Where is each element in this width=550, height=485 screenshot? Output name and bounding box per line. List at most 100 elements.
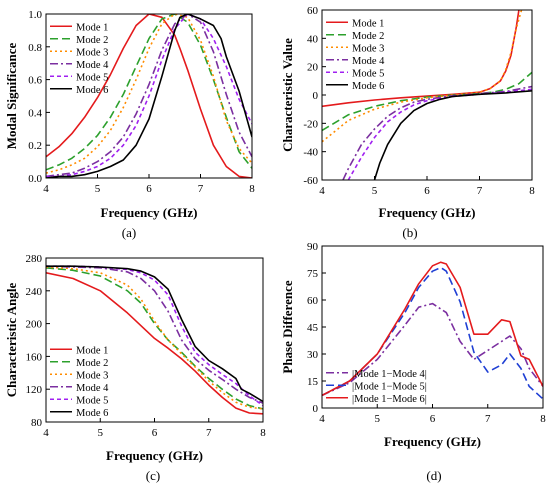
panel-label: (c) [146, 468, 160, 483]
x-tick-label: 6 [146, 183, 152, 195]
y-tick-label: 0 [313, 403, 319, 415]
y-tick-label: 80 [31, 417, 43, 429]
series-line-5 [347, 88, 532, 180]
y-tick-label: 0.8 [28, 42, 42, 54]
x-tick-label: 5 [372, 185, 378, 197]
series-group [46, 14, 252, 178]
y-tick-label: 1.0 [28, 9, 42, 21]
y-tick-label: 0.2 [28, 140, 42, 152]
legend-entry-label: Mode 2 [76, 35, 108, 46]
y-axis-label: Characteristic Angle [4, 283, 19, 398]
legend-entry-label: Mode 6 [76, 408, 108, 419]
series-line-2 [46, 14, 252, 171]
panel-label: (b) [402, 225, 417, 240]
legend-entry-label: Mode 4 [76, 383, 109, 394]
x-axis-label: Frequency (GHz) [101, 205, 198, 220]
series-line-6 [373, 90, 532, 180]
legend-entry-label: |Mode 1−Mode 5| [352, 381, 427, 392]
panel-2: 4 5 6 7 8 -60 -40 -20 0 20 40 60 Frequency (GHz) Char… [280, 5, 535, 240]
y-axis-label: Phase Difference [280, 280, 295, 373]
y-tick-label: 60 [307, 5, 319, 17]
series-group [322, 10, 532, 180]
panel-label: (d) [426, 468, 441, 483]
series-line-3 [46, 14, 252, 174]
y-tick-label: 0 [313, 90, 319, 102]
legend-entry-label: Mode 5 [76, 72, 108, 83]
legend-entry-label: Mode 3 [76, 47, 108, 58]
y-tick-label: 200 [26, 319, 43, 331]
x-tick-label: 7 [206, 427, 212, 439]
legend-entry-label: Mode 4 [76, 60, 109, 71]
series-line-2 [46, 267, 263, 410]
x-tick-label: 5 [375, 413, 381, 425]
x-tick-label: 4 [319, 185, 325, 197]
y-tick-label: -20 [303, 118, 318, 130]
y-tick-label: 60 [307, 295, 319, 307]
legend-entry-label: Mode 1 [76, 345, 108, 356]
y-tick-label: 120 [26, 384, 43, 396]
x-tick-label: 7 [485, 413, 491, 425]
series-line-3 [322, 261, 543, 397]
y-axis-label: Characteristic Value [280, 38, 295, 152]
series-line-1 [46, 14, 252, 178]
y-tick-label: -40 [303, 147, 318, 159]
legend-entry-label: Mode 1 [76, 22, 108, 33]
series-line-4 [342, 85, 532, 180]
x-axis-label: Frequency (GHz) [379, 205, 476, 220]
y-tick-label: 75 [307, 268, 319, 280]
y-tick-label: 0.4 [28, 107, 42, 119]
legend-entry-label: Mode 2 [352, 31, 384, 42]
legend: |Mode 1−Mode 4||Mode 1−Mode 5| |Mode 1−Mo… [326, 369, 427, 405]
x-tick-label: 6 [430, 413, 436, 425]
x-tick-label: 6 [152, 427, 158, 439]
y-tick-label: 240 [26, 286, 43, 298]
x-axis-label: Frequency (GHz) [384, 434, 481, 449]
series-line-1 [46, 272, 263, 415]
legend-entry-label: Mode 3 [76, 370, 108, 381]
legend-entry-label: |Mode 1−Mode 4| [352, 369, 427, 380]
y-tick-label: 40 [307, 33, 319, 45]
x-tick-label: 7 [477, 185, 483, 197]
y-axis-label: Modal Significance [4, 43, 19, 150]
series-line-5 [46, 14, 252, 178]
x-tick-label: 8 [529, 185, 535, 197]
legend-entry-label: Mode 5 [352, 68, 384, 79]
y-tick-label: 20 [307, 62, 319, 74]
y-tick-label: 90 [307, 241, 319, 253]
series-line-1 [322, 10, 520, 108]
series-group [46, 265, 263, 415]
y-tick-label: 280 [26, 253, 43, 265]
panel-1: 4 5 6 7 8 0.0 0.2 0.4 0.6 0.8 1.0 Frequency (GHz) Mo… [4, 9, 255, 240]
x-tick-label: 4 [43, 183, 49, 195]
legend-entry-label: Mode 6 [352, 81, 384, 92]
y-tick-label: 30 [307, 349, 319, 361]
legend-entry-label: Mode 1 [352, 18, 384, 29]
x-tick-label: 5 [98, 427, 104, 439]
x-tick-label: 4 [319, 413, 325, 425]
x-tick-label: 6 [424, 185, 430, 197]
y-tick-label: 45 [307, 322, 319, 334]
legend-entry-label: Mode 2 [76, 358, 108, 369]
panel-label: (a) [122, 225, 136, 240]
legend-entry-label: Mode 5 [76, 395, 108, 406]
x-axis-label: Frequency (GHz) [106, 448, 203, 463]
x-tick-label: 8 [249, 183, 255, 195]
legend-entry-label: Mode 3 [352, 43, 384, 54]
legend-entry-label: Mode 4 [352, 56, 385, 67]
y-tick-label: 0.6 [28, 75, 42, 87]
y-tick-label: 160 [26, 351, 43, 363]
series-line-6 [46, 265, 263, 403]
x-tick-label: 8 [540, 413, 546, 425]
y-tick-label: -60 [303, 175, 318, 187]
series-line-6 [46, 14, 252, 178]
x-tick-label: 5 [95, 183, 101, 195]
legend-entry-label: Mode 6 [76, 85, 108, 96]
panel-3: 4 5 6 7 8 80 120 160 200 240 280 Frequency (GHz) Cha… [4, 253, 266, 483]
y-tick-label: 0.0 [28, 173, 42, 185]
x-tick-label: 8 [260, 427, 266, 439]
y-tick-label: 15 [307, 376, 319, 388]
legend-entry-label: |Mode 1−Mode 6| [352, 394, 427, 405]
